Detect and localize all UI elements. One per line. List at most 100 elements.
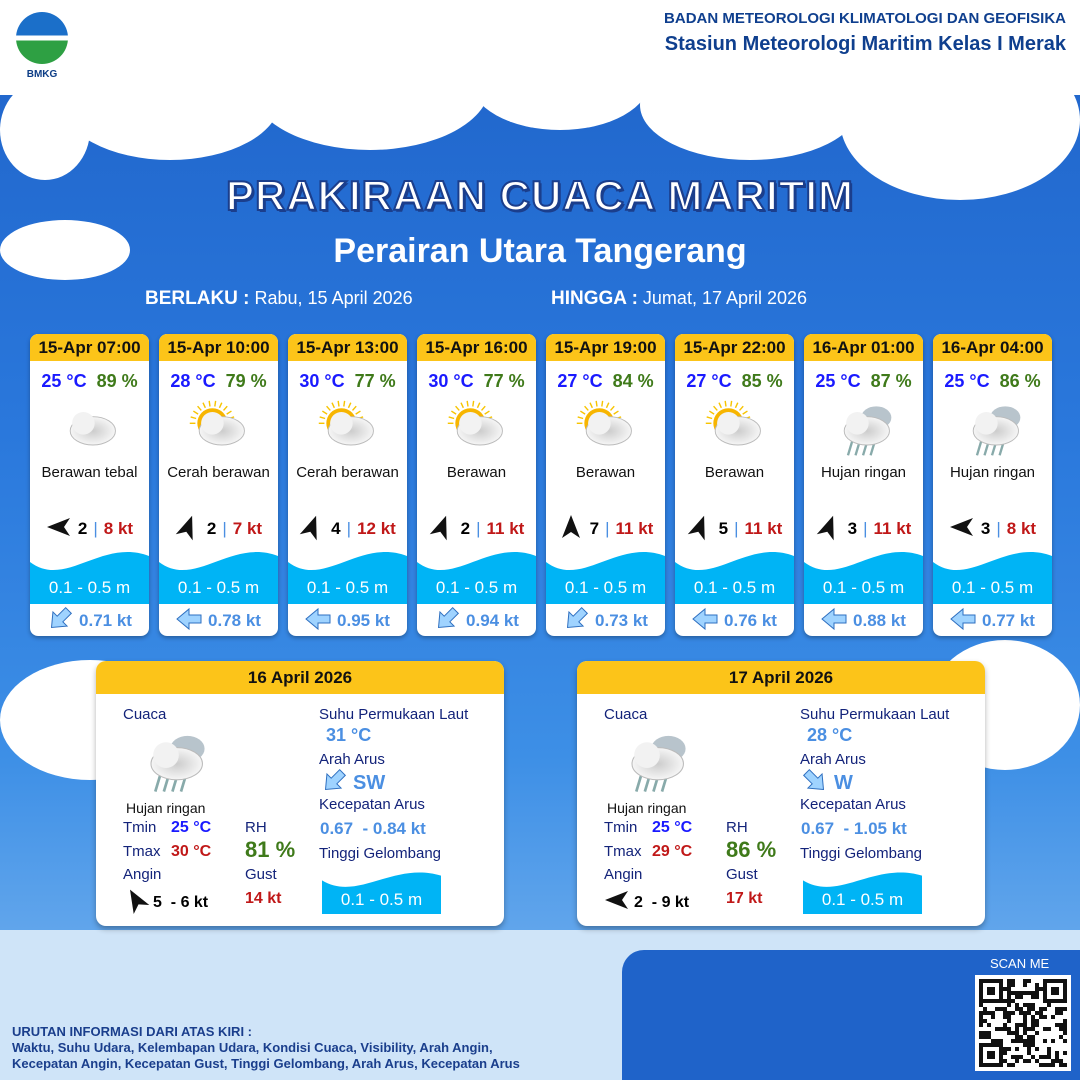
label-rh: RH [726,819,748,836]
card-gust: 8 kt [1006,519,1037,538]
cloud-decoration [0,80,90,180]
cloud-decoration [640,50,860,160]
wave-height: 0.1 - 0.5 m [546,544,665,604]
cloudy-sun-icon [675,392,794,464]
arrow-w-icon [305,606,331,637]
panel-wind-row: 5 - 6 kt [123,887,208,918]
card-gust: 11 kt [615,519,654,538]
forecast-card: 15-Apr 13:00 30 °C 77 % Cerah berawan 4 | 12 … [288,334,407,636]
forecast-card: 15-Apr 16:00 30 °C 77 % Berawan 2 | 11 kt 0.1 … [417,334,536,636]
card-current: 0.78 kt [208,611,261,630]
separator: | [863,519,868,538]
wave-height: 0.1 - 0.5 m [933,544,1052,604]
card-current: 0.73 kt [595,611,648,630]
qr-code[interactable] [975,975,1071,1071]
label-rh: RH [245,819,267,836]
label-angin: Angin [123,866,162,883]
arrow-sw-icon [434,606,460,637]
wind-direction-icon [46,514,72,545]
forecast-card: 15-Apr 10:00 28 °C 79 % Cerah berawan 2 | 7 k… [159,334,278,636]
footer-line1: Waktu, Suhu Udara, Kelembapan Udara, Kon… [12,1040,493,1055]
wind-direction-icon [123,887,150,918]
card-time: 15-Apr 16:00 [417,334,536,361]
label-tinggi: Tinggi Gelombang [319,845,442,862]
valid-to-date: Jumat, 17 April 2026 [642,288,808,308]
panel-sst: 28 °C [807,725,853,745]
panel-wind-row: 2 - 9 kt [604,887,689,918]
arrow-w-icon [821,606,847,637]
daily-panel: 16 April 2026 Cuaca Hujan ringan Tmin 25 °C T… [96,661,504,926]
card-wind: 2 [77,519,88,538]
card-time: 15-Apr 19:00 [546,334,665,361]
card-wind: 3 [847,519,858,538]
label-gust: Gust [245,866,277,883]
light-rain-icon [617,723,692,803]
card-gust: 7 kt [232,519,263,538]
page-title: PRAKIRAAN CUACA MARITIM [225,171,855,220]
arrow-w-icon [692,606,718,637]
card-temp: 27 °C [557,371,603,391]
label-tmin: Tmin [604,819,638,836]
card-rh: 85 % [741,371,783,391]
card-rh: 84 % [612,371,654,391]
valid-to: HINGGA : Jumat, 17 April 2026 [551,288,807,310]
card-temp: 30 °C [428,371,474,391]
light-rain-icon [933,392,1052,464]
card-rh: 87 % [870,371,912,391]
wave-height: 0.1 - 0.5 m [159,544,278,604]
card-wave: 0.1 - 0.5 m [306,578,389,597]
wind-direction-icon [558,514,584,545]
separator: | [734,519,739,538]
label-gust: Gust [726,866,758,883]
wave-height: 0.1 - 0.5 m [804,544,923,604]
card-wind: 5 [718,519,729,538]
card-time: 15-Apr 07:00 [30,334,149,361]
footer-title: URUTAN INFORMASI DARI ATAS KIRI : [12,1024,252,1039]
panel-tmin: 25 °C [652,819,693,836]
wave-height: 0.1 - 0.5 m [675,544,794,604]
panel-tmax: 30 °C [171,843,212,860]
label-cuaca: Cuaca [123,706,167,723]
card-time: 15-Apr 13:00 [288,334,407,361]
card-rh: 86 % [999,371,1041,391]
panel-date: 16 April 2026 [96,661,504,694]
valid-to-label: HINGGA : [551,288,638,309]
card-gust: 12 kt [357,519,396,538]
cloudy-sun-icon [417,392,536,464]
cloud-decoration [60,40,280,160]
partly-sunny-icon [159,392,278,464]
wind-direction-icon [604,887,630,918]
panel-condition: Hujan ringan [126,800,206,816]
valid-from-label: BERLAKU : [145,288,250,309]
panel-gust: 14 kt [245,890,282,907]
daily-panel: 17 April 2026 Cuaca Hujan ringan Tmin 25 °C T… [577,661,985,926]
card-current: 0.71 kt [79,611,132,630]
arrow-sw-icon [563,606,589,637]
label-sst: Suhu Permukaan Laut [319,706,469,723]
arrow-w-icon [950,606,976,637]
wind-direction-icon [687,514,713,545]
card-wave: 0.1 - 0.5 m [48,578,131,597]
separator: | [222,519,227,538]
card-condition: Hujan ringan [949,464,1036,481]
card-rh: 77 % [354,371,396,391]
card-wave: 0.1 - 0.5 m [693,578,776,597]
card-temp: 25 °C [41,371,87,391]
card-condition: Berawan [446,464,507,481]
card-wave: 0.1 - 0.5 m [177,578,260,597]
separator: | [346,519,352,538]
card-time: 15-Apr 10:00 [159,334,278,361]
label-arah: Arah Arus [319,751,385,768]
panel-wave: 0.1 - 0.5 m [340,890,423,909]
cloud-decoration [0,220,130,280]
wave-height: 0.1 - 0.5 m [322,866,441,914]
panel-current-speed: 0.67 - 1.05 kt [801,819,907,838]
panel-wind: 2 - 9 kt [634,893,690,911]
panel-sst: 31 °C [326,725,372,745]
card-temp: 30 °C [299,371,345,391]
label-tinggi: Tinggi Gelombang [800,845,923,862]
separator: | [476,519,481,538]
panel-current-speed: 0.67 - 0.84 kt [320,819,426,838]
panel-tmax: 29 °C [652,843,693,860]
card-wave: 0.1 - 0.5 m [564,578,647,597]
